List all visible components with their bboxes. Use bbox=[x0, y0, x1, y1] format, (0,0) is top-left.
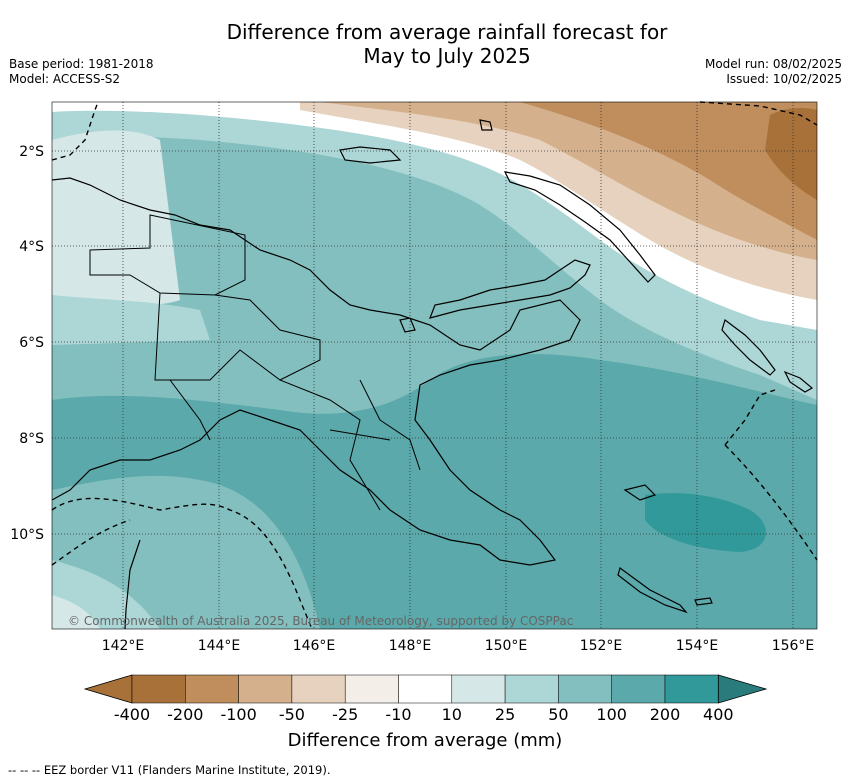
title-line-2: May to July 2025 bbox=[363, 44, 531, 68]
lon-label: 152°E bbox=[580, 638, 623, 654]
meta-left: Base period: 1981-2018 Model: ACCESS-S2 bbox=[9, 57, 154, 87]
colorbar-cell bbox=[238, 674, 293, 704]
coastlines bbox=[52, 119, 814, 629]
lat-label: 10°S bbox=[10, 527, 44, 543]
colorbar-cell bbox=[398, 674, 453, 704]
colorbar-tick-label: 200 bbox=[650, 705, 681, 724]
title-line-1: Difference from average rainfall forecas… bbox=[226, 20, 668, 44]
colorbar-cell bbox=[451, 674, 506, 704]
issued-text: Issued: 10/02/2025 bbox=[726, 72, 842, 86]
colorbar-tick-label: 10 bbox=[442, 705, 462, 724]
colorbar-cell bbox=[185, 674, 239, 704]
rainfall-fill bbox=[52, 102, 817, 629]
graticule bbox=[52, 102, 817, 629]
colorbar-cell bbox=[344, 674, 399, 704]
lat-label: 6°S bbox=[19, 335, 44, 351]
eez-border bbox=[51, 101, 818, 630]
colorbar-cell bbox=[504, 674, 559, 704]
colorbar-title: Difference from average (mm) bbox=[287, 730, 563, 751]
colorbar-cell bbox=[291, 674, 346, 704]
colorbar-tick-label: -50 bbox=[279, 705, 305, 724]
colorbar-cell bbox=[611, 674, 666, 704]
copyright-text: © Commonwealth of Australia 2025, Bureau… bbox=[68, 614, 574, 628]
model-run-text: Model run: 08/02/2025 bbox=[704, 57, 842, 71]
colorbar-tick-label: 50 bbox=[548, 705, 568, 724]
colorbar-tick-label: -10 bbox=[385, 705, 411, 724]
lon-label: 144°E bbox=[198, 638, 241, 654]
colorbar-cells bbox=[83, 674, 768, 704]
meta-right: Model run: 08/02/2025 Issued: 10/02/2025 bbox=[705, 57, 842, 87]
colorbar-tick-label: -25 bbox=[332, 705, 358, 724]
colorbar-tick-label: -100 bbox=[220, 705, 256, 724]
lat-label: 8°S bbox=[19, 431, 44, 447]
lon-label: 156°E bbox=[772, 638, 815, 654]
lon-label: 150°E bbox=[485, 638, 528, 654]
latitude-labels: 2°S 4°S 6°S 8°S 10°S bbox=[10, 144, 44, 543]
lat-label: 2°S bbox=[19, 144, 44, 160]
colorbar-tick-label: 25 bbox=[495, 705, 515, 724]
lon-label: 142°E bbox=[102, 638, 145, 654]
base-period-text: Base period: 1981-2018 bbox=[9, 57, 154, 71]
eez-footnote: -- -- -- EEZ border V11 (Flanders Marine… bbox=[8, 763, 331, 777]
admin-borders bbox=[89, 214, 421, 511]
lon-label: 148°E bbox=[389, 638, 432, 654]
colorbar-labels: -400 -200 -100 -50 -25 -10 10 25 50 100 200 400 bbox=[114, 705, 734, 724]
colorbar-cell bbox=[664, 674, 719, 704]
colorbar-cell bbox=[558, 674, 612, 704]
map-title: Difference from average rainfall forecas… bbox=[0, 20, 850, 68]
map-frame bbox=[51, 101, 818, 630]
colorbar-tick-label: -400 bbox=[114, 705, 150, 724]
colorbar-cell bbox=[131, 674, 186, 704]
colorbar-extend-high bbox=[717, 674, 768, 704]
colorbar-tick-label: 100 bbox=[596, 705, 627, 724]
colorbar: -400 -200 -100 -50 -25 -10 10 25 50 100 200 400 bbox=[83, 674, 768, 724]
model-text: Model: ACCESS-S2 bbox=[9, 72, 121, 86]
colorbar-tick-label: -200 bbox=[167, 705, 203, 724]
colorbar-tick-label: 400 bbox=[703, 705, 734, 724]
lon-label: 154°E bbox=[676, 638, 719, 654]
lon-label: 146°E bbox=[293, 638, 336, 654]
colorbar-extend-low bbox=[83, 674, 133, 704]
longitude-labels: 142°E 144°E 146°E 148°E 150°E 152°E 154°… bbox=[102, 638, 815, 654]
lat-label: 4°S bbox=[19, 239, 44, 255]
